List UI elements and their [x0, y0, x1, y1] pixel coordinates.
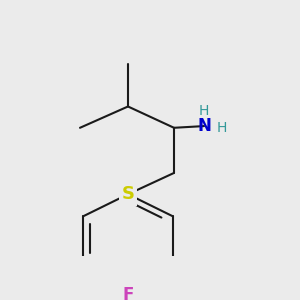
Text: N: N [197, 117, 211, 135]
Text: H: H [199, 104, 209, 118]
Text: S: S [122, 185, 134, 203]
Text: H: H [217, 121, 227, 135]
Text: F: F [122, 286, 134, 300]
